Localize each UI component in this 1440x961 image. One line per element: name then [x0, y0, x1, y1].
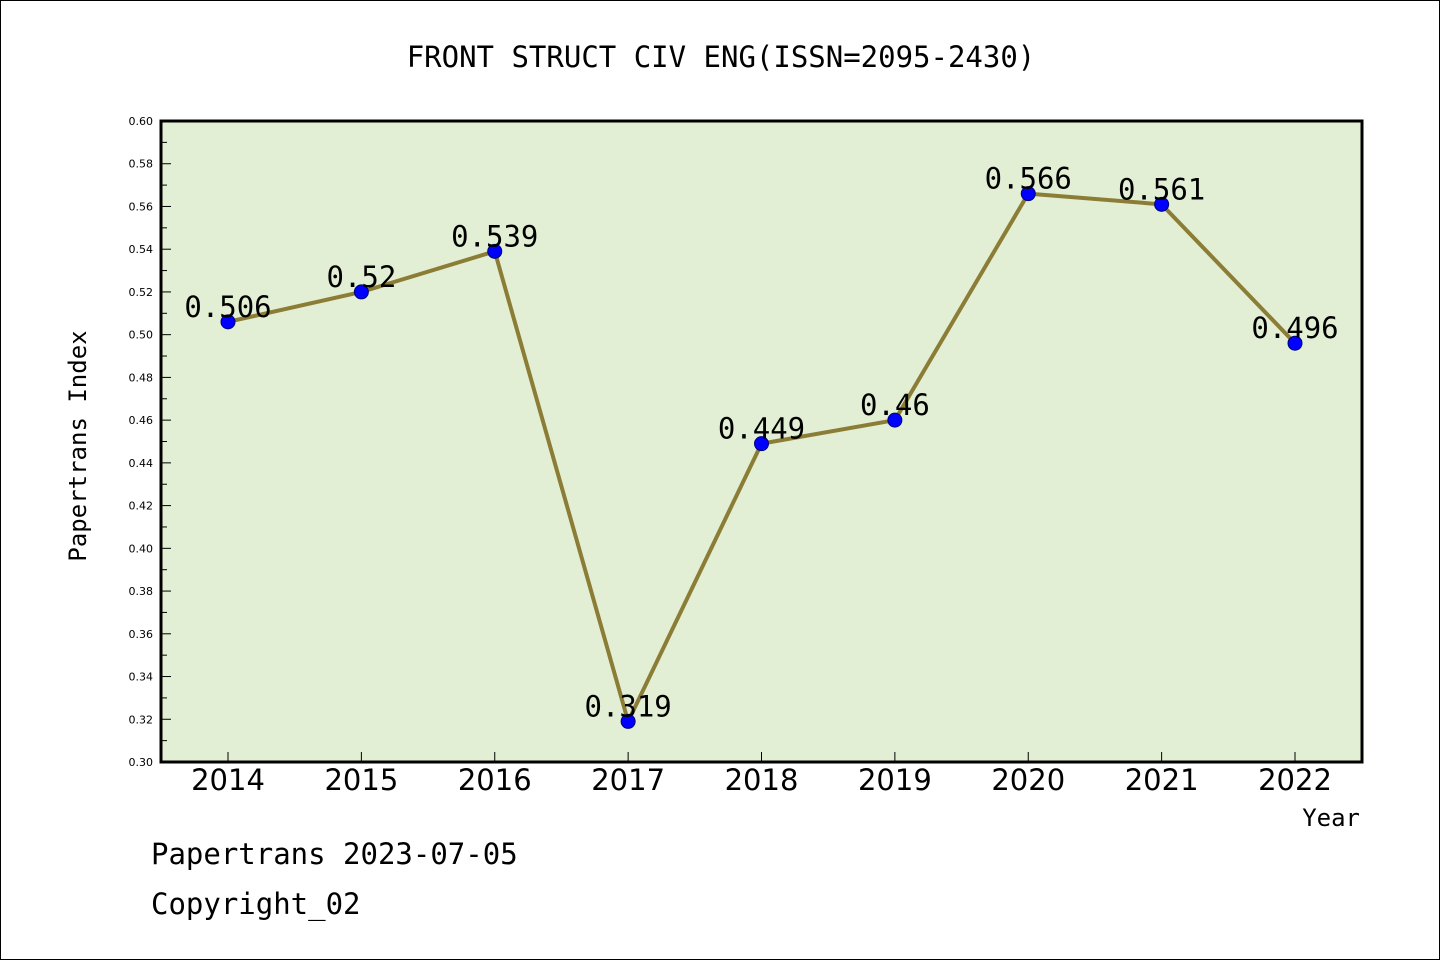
- y-tick-label: 0.36: [129, 628, 154, 641]
- x-tick-label: 2019: [858, 763, 932, 797]
- y-tick-label: 0.54: [129, 243, 154, 256]
- y-tick-label: 0.48: [129, 371, 154, 384]
- y-tick-label: 0.32: [129, 713, 154, 726]
- data-label: 0.52: [326, 260, 396, 294]
- data-point: [1020, 186, 1036, 202]
- y-tick-label: 0.30: [129, 756, 154, 769]
- x-tick-label: 2018: [725, 763, 799, 797]
- data-labels: 0.506 0.52 0.539 0.319 0.449 0.46 0.566 0.561 0.…: [184, 162, 1338, 724]
- y-tick-label: 0.38: [129, 585, 154, 598]
- data-label: 0.46: [860, 388, 930, 422]
- data-label: 0.506: [184, 290, 271, 324]
- y-tick-label: 0.50: [129, 329, 154, 342]
- data-label: 0.319: [584, 689, 671, 723]
- y-tick-label: 0.34: [129, 671, 154, 684]
- x-tick-label: 2015: [324, 763, 398, 797]
- x-tick-label: 2022: [1258, 763, 1332, 797]
- x-tick-label: 2017: [591, 763, 665, 797]
- data-point: [487, 243, 503, 259]
- y-axis-label: Papertrans Index: [64, 330, 92, 561]
- y-tick-label: 0.40: [129, 542, 154, 555]
- chart-title: FRONT STRUCT CIV ENG(ISSN=2095-2430): [407, 40, 1036, 74]
- data-label: 0.566: [985, 162, 1072, 196]
- y-tick-label: 0.60: [129, 115, 154, 128]
- x-axis-label: Year: [1302, 804, 1360, 832]
- y-tick-label: 0.58: [129, 158, 154, 171]
- x-axis: 2014 2015 2016 2017 2018 2019 2020 2021 2022: [191, 752, 1332, 797]
- data-label: 0.539: [451, 219, 538, 253]
- data-label: 0.496: [1251, 311, 1338, 345]
- y-tick-label: 0.46: [129, 414, 154, 427]
- y-tick-label: 0.52: [129, 286, 154, 299]
- data-point: [1287, 335, 1303, 351]
- data-point: [353, 284, 369, 300]
- data-point: [887, 412, 903, 428]
- x-tick-label: 2020: [991, 763, 1065, 797]
- data-label: 0.561: [1118, 172, 1205, 206]
- x-tick-label: 2021: [1125, 763, 1199, 797]
- data-label: 0.449: [718, 412, 805, 446]
- data-point: [1154, 196, 1170, 212]
- y-tick-label: 0.44: [129, 457, 154, 470]
- footer-copyright: Copyright_02: [151, 887, 361, 921]
- series-line-group: [220, 186, 1303, 729]
- data-point: [220, 314, 236, 330]
- footer-date: Papertrans 2023-07-05: [151, 837, 518, 871]
- data-point: [754, 436, 769, 452]
- y-tick-label: 0.42: [129, 500, 154, 513]
- data-point: [620, 713, 636, 729]
- y-tick-label: 0.56: [129, 200, 154, 213]
- y-axis: 0.30 0.32 0.34 0.36 0.38 0.40 0.42 0.44 0.46 0.48…: [129, 115, 171, 769]
- x-tick-label: 2016: [458, 763, 532, 797]
- x-tick-label: 2014: [191, 763, 265, 797]
